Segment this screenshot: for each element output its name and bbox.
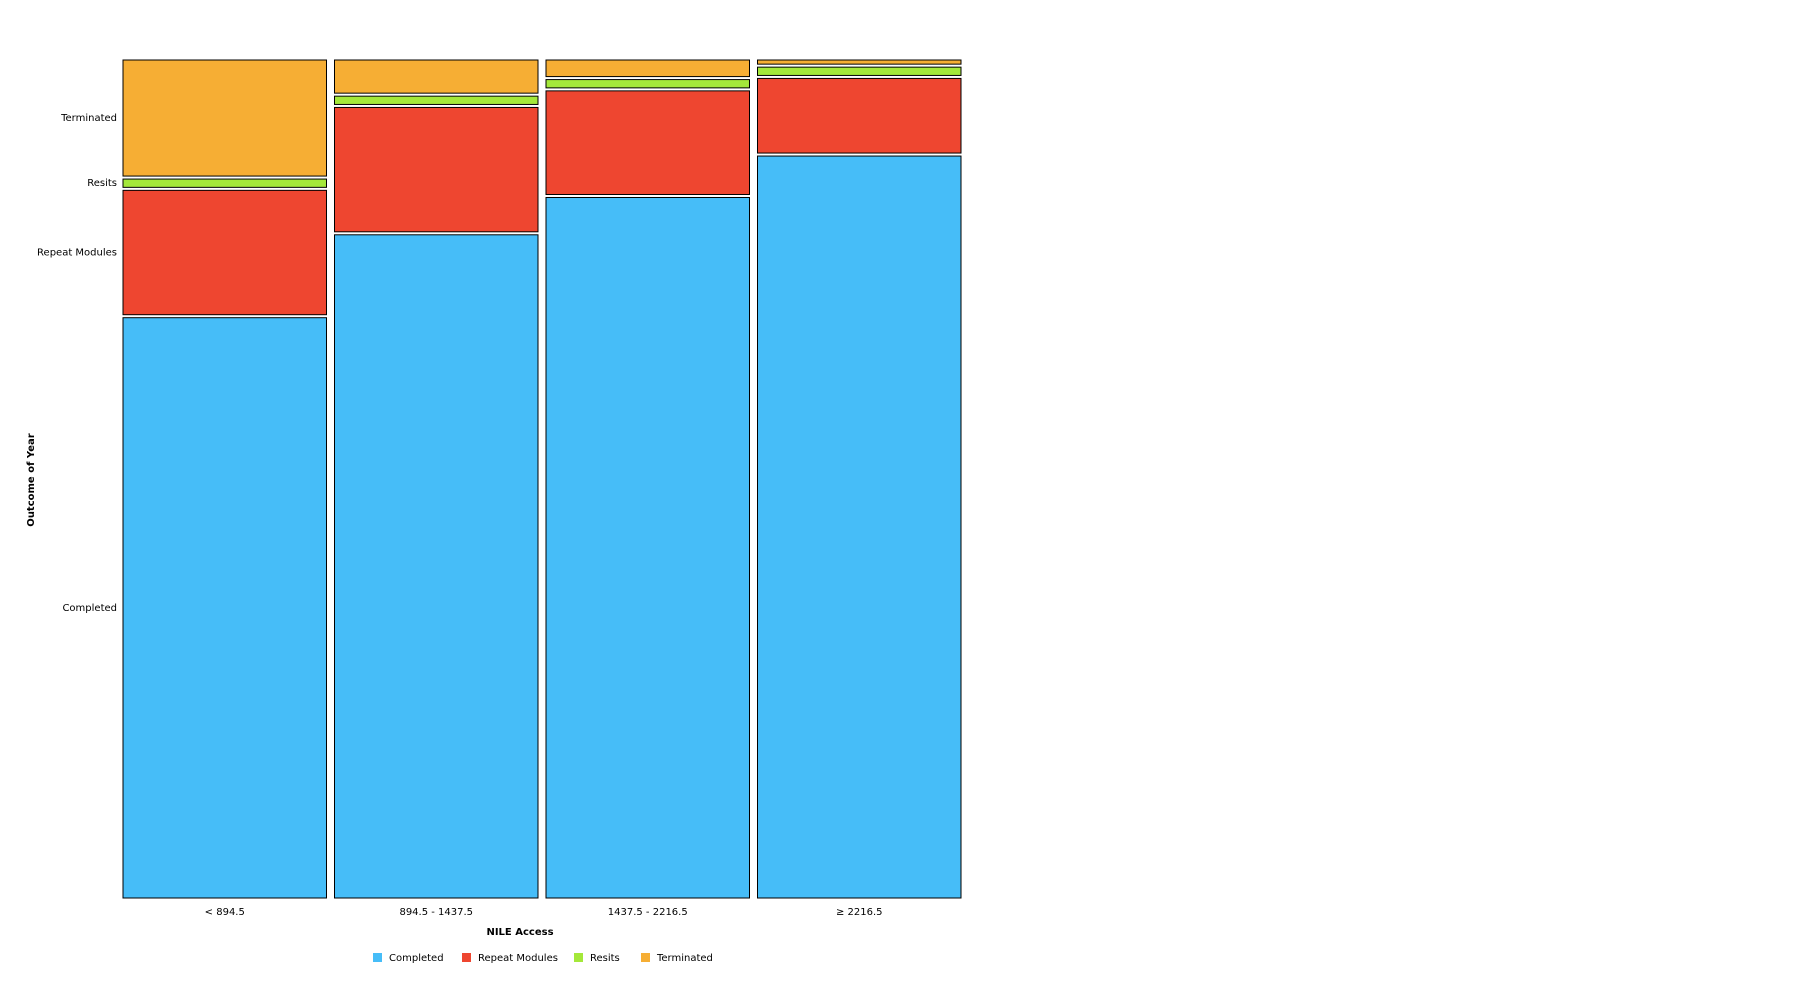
y-tick-label: Terminated (60, 113, 117, 124)
x-tick-label: 1437.5 - 2216.5 (608, 907, 688, 918)
legend-swatch (574, 953, 583, 962)
mosaic-cell (122, 59, 327, 177)
x-tick-label: ≥ 2216.5 (836, 907, 883, 918)
legend-label: Resits (590, 953, 620, 964)
mosaic-cell (545, 59, 750, 78)
legend-swatch (373, 953, 382, 962)
mosaic-cell (545, 90, 750, 195)
y-tick-label: Resits (87, 178, 117, 189)
mosaic-cell (757, 155, 962, 899)
legend-label: Repeat Modules (478, 953, 558, 964)
mosaic-cell (757, 66, 962, 76)
legend-label: Terminated (656, 953, 713, 964)
mosaic-cell (122, 189, 327, 316)
y-tick-label: Completed (62, 603, 117, 614)
mosaic-cell (334, 59, 539, 94)
x-tick-label: < 894.5 (205, 907, 245, 918)
x-axis-title: NILE Access (486, 927, 553, 938)
x-tick-label: 894.5 - 1437.5 (399, 907, 473, 918)
mosaic-cell (545, 196, 750, 899)
mosaic-cell (122, 317, 327, 899)
mosaic-cell (122, 178, 327, 188)
mosaic-cell (334, 234, 539, 899)
mosaic-cell (545, 79, 750, 89)
mosaic-cell (334, 95, 539, 105)
mosaic-cell (334, 106, 539, 233)
mosaic-cell (757, 77, 962, 154)
legend-label: Completed (389, 953, 444, 964)
y-axis-title: Outcome of Year (26, 433, 37, 526)
mosaic-cell (757, 59, 962, 65)
y-tick-label: Repeat Modules (37, 248, 117, 259)
legend-swatch (641, 953, 650, 962)
legend-swatch (462, 953, 471, 962)
